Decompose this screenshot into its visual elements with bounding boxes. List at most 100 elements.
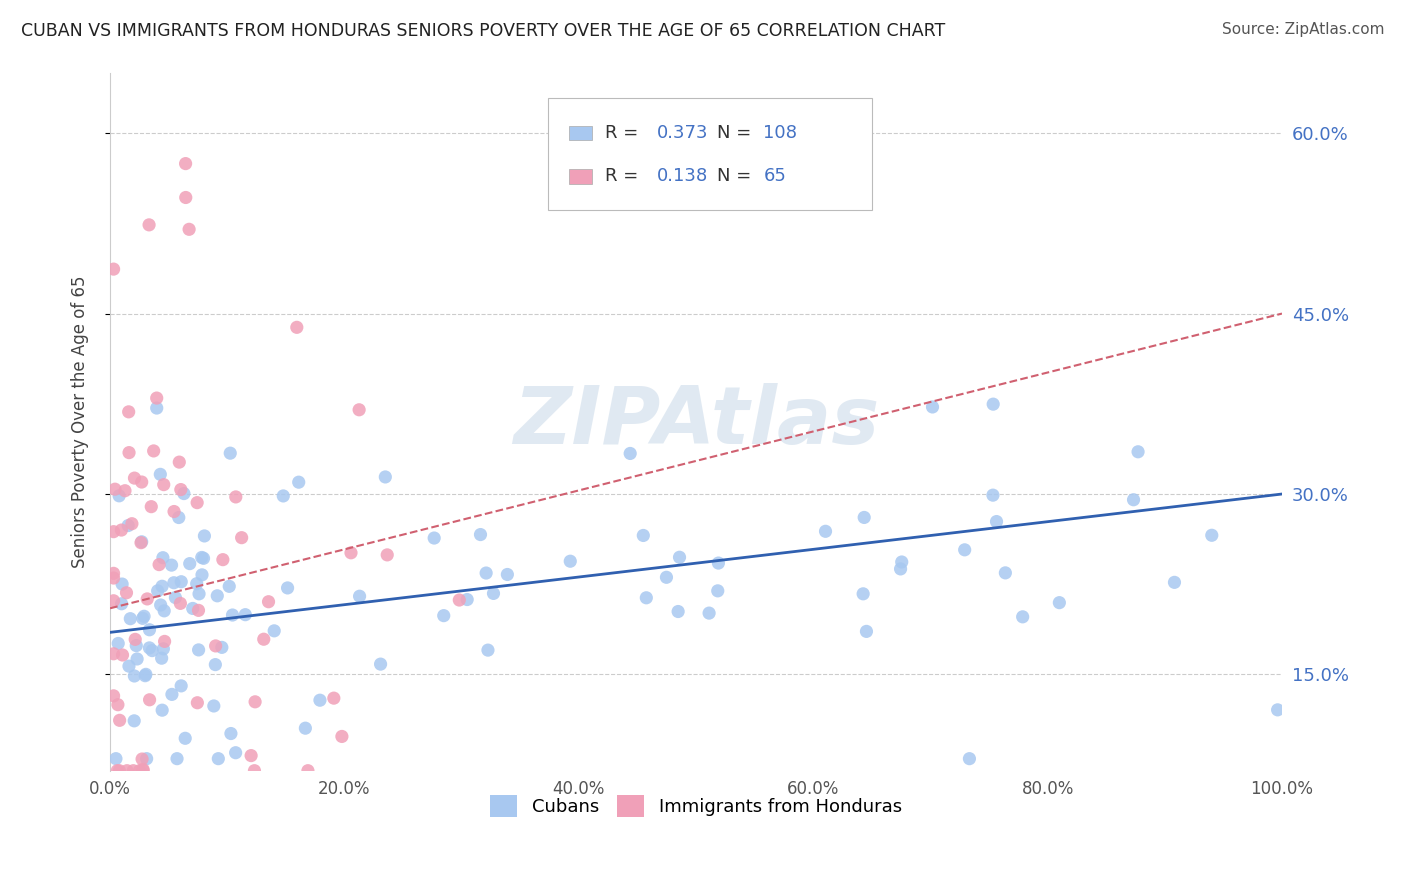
Point <box>202 698 225 713</box>
Point <box>166 752 188 766</box>
Point <box>322 691 344 706</box>
Point <box>135 752 157 766</box>
Y-axis label: Seniors Poverty Over the Age of 65: Seniors Poverty Over the Age of 65 <box>72 276 89 568</box>
Point <box>191 550 214 565</box>
Point <box>124 471 146 485</box>
Point <box>103 571 125 585</box>
Point <box>111 648 134 662</box>
Point <box>852 587 875 601</box>
Point <box>103 647 125 661</box>
Point <box>482 586 505 600</box>
Point <box>253 632 276 647</box>
Point <box>118 405 141 419</box>
Text: 65: 65 <box>763 168 786 186</box>
Point <box>456 592 478 607</box>
Point <box>263 624 285 638</box>
Point <box>136 591 159 606</box>
Point <box>107 636 129 650</box>
Point <box>179 557 201 571</box>
Point <box>707 556 730 570</box>
Point <box>814 524 837 539</box>
Point <box>169 455 191 469</box>
Legend: Cubans, Immigrants from Honduras: Cubans, Immigrants from Honduras <box>484 788 910 824</box>
Point <box>477 643 499 657</box>
Point <box>233 607 256 622</box>
Point <box>110 523 132 537</box>
Text: N =: N = <box>717 168 756 186</box>
Point <box>219 446 242 460</box>
Point <box>149 467 172 482</box>
Point <box>152 641 174 656</box>
Point <box>131 534 153 549</box>
Point <box>374 470 396 484</box>
Point <box>134 669 156 683</box>
Point <box>187 603 209 617</box>
Point <box>287 475 309 490</box>
Point <box>655 570 678 584</box>
Point <box>496 567 519 582</box>
Point <box>138 693 160 707</box>
Point <box>330 730 353 744</box>
Point <box>193 529 215 543</box>
Text: R =: R = <box>605 124 644 143</box>
Point <box>271 489 294 503</box>
Point <box>142 444 165 458</box>
Point <box>349 589 371 603</box>
Point <box>127 652 149 666</box>
Point <box>855 624 877 639</box>
Point <box>204 639 226 653</box>
Point <box>160 558 183 573</box>
Point <box>207 589 229 603</box>
Point <box>138 623 160 637</box>
Point <box>953 542 976 557</box>
Point <box>957 752 980 766</box>
Point <box>111 577 134 591</box>
Point <box>104 482 127 496</box>
Point <box>103 262 125 277</box>
Point <box>131 475 153 489</box>
Point <box>114 483 136 498</box>
Point <box>167 510 190 524</box>
Point <box>170 679 193 693</box>
Point <box>128 764 150 778</box>
Point <box>207 752 229 766</box>
Point <box>186 496 208 510</box>
Point <box>697 606 720 620</box>
Point <box>294 721 316 735</box>
Point <box>186 696 208 710</box>
Point <box>118 659 141 673</box>
Point <box>165 591 187 605</box>
Point <box>124 669 146 683</box>
Point <box>186 576 208 591</box>
Point <box>1267 703 1289 717</box>
Point <box>981 397 1004 411</box>
Text: Source: ZipAtlas.com: Source: ZipAtlas.com <box>1222 22 1385 37</box>
Point <box>105 764 128 778</box>
Point <box>150 703 173 717</box>
Point <box>433 608 456 623</box>
Point <box>475 566 498 580</box>
Point <box>309 693 332 707</box>
Point <box>666 605 689 619</box>
Point <box>211 640 233 655</box>
Point <box>169 596 191 610</box>
Point <box>122 764 145 778</box>
Point <box>170 574 193 589</box>
Point <box>108 764 131 778</box>
Point <box>986 515 1008 529</box>
Point <box>124 632 146 647</box>
Point <box>449 593 471 607</box>
Point <box>117 518 139 533</box>
Point <box>108 489 131 503</box>
Point <box>221 607 243 622</box>
Point <box>115 764 138 778</box>
Point <box>160 687 183 701</box>
Point <box>225 490 247 504</box>
Point <box>1011 610 1033 624</box>
Point <box>285 320 308 334</box>
Point <box>193 551 215 566</box>
Text: 108: 108 <box>763 124 797 143</box>
Point <box>103 566 125 581</box>
Point <box>107 698 129 712</box>
Point <box>121 516 143 531</box>
